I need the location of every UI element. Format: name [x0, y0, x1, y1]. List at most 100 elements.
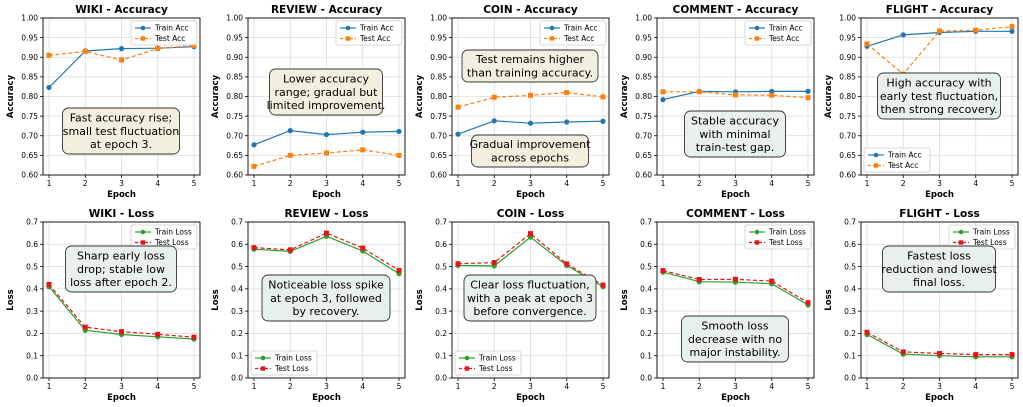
x-tick-label: 3: [528, 382, 533, 391]
data-point: [769, 278, 775, 284]
data-point: [455, 104, 461, 110]
panel-title: COIN - Accuracy: [483, 4, 578, 16]
y-tick-label: 0.60: [635, 171, 652, 180]
annotation-box: [261, 274, 391, 322]
data-point: [251, 245, 257, 251]
annotation-text: early test fluctuation,: [880, 90, 998, 103]
y-tick-label: 0.95: [21, 33, 38, 42]
annotation-text: reduction and lowest: [881, 263, 997, 276]
x-axis-label: Epoch: [516, 190, 545, 200]
data-point: [251, 163, 257, 169]
data-point: [528, 231, 533, 237]
x-tick-label: 5: [397, 382, 402, 391]
x-tick-label: 2: [288, 179, 293, 188]
y-tick-label: 0.2: [844, 329, 856, 338]
y-tick-label: 0.0: [640, 374, 652, 383]
x-tick-label: 4: [155, 179, 160, 188]
data-point: [696, 89, 702, 95]
x-tick-label: 3: [733, 382, 738, 391]
y-tick-label: 0.75: [21, 112, 38, 121]
data-point: [1009, 24, 1015, 30]
legend-marker: [140, 36, 146, 41]
plot-frame: [656, 221, 815, 379]
x-tick-label: 3: [324, 382, 329, 391]
plot-frame: [860, 221, 1019, 379]
legend-entry: Test Loss: [478, 364, 513, 373]
panel-title: REVIEW - Loss: [284, 208, 368, 220]
legend-marker: [345, 36, 351, 41]
y-tick-label: 0.2: [640, 329, 652, 338]
x-axis-label: Epoch: [312, 393, 341, 403]
data-point: [805, 88, 811, 94]
y-tick-label: 0.7: [640, 218, 652, 227]
x-axis-label: Epoch: [107, 393, 136, 403]
y-tick-label: 0.6: [435, 240, 447, 249]
panel-title: COMMENT - Accuracy: [673, 4, 799, 16]
x-tick-label: 2: [288, 382, 293, 391]
panel-title: REVIEW - Accuracy: [271, 4, 382, 16]
annotation-text: then strong recovery.: [880, 103, 997, 116]
annotation-text: Stable accuracy: [691, 115, 779, 128]
series-line-test-loss: [866, 331, 1012, 356]
legend-marker: [549, 36, 555, 41]
x-tick-label: 1: [252, 382, 257, 391]
x-tick-label: 3: [937, 382, 942, 391]
y-tick-label: 0.80: [21, 92, 38, 101]
x-tick-label: 2: [697, 382, 702, 391]
x-tick-label: 2: [83, 179, 88, 188]
y-tick-label: 1.00: [839, 14, 856, 23]
x-tick-label: 5: [397, 179, 402, 188]
x-tick-label: 4: [360, 179, 365, 188]
data-point: [396, 152, 402, 158]
x-tick-label: 2: [901, 382, 906, 391]
y-tick-label: 0.60: [839, 171, 856, 180]
annotation-box: [269, 68, 383, 116]
data-point: [455, 131, 461, 137]
panel-title: WIKI - Loss: [89, 208, 155, 220]
y-tick-label: 0.6: [231, 240, 243, 249]
data-point: [600, 118, 606, 124]
y-tick-label: 0.80: [430, 92, 447, 101]
y-tick-label: 0.70: [635, 131, 652, 140]
panel-title: FLIGHT - Accuracy: [886, 4, 994, 16]
data-point: [155, 46, 161, 52]
y-tick-label: 0.90: [21, 53, 38, 62]
annotation-text: loss after epoch 2.: [70, 276, 172, 289]
y-tick-label: 0.5: [435, 262, 447, 271]
legend-entry: Test Acc: [154, 34, 185, 43]
y-tick-label: 0.0: [26, 374, 38, 383]
legend-entry: Train Loss: [274, 354, 312, 363]
x-axis-label: Epoch: [107, 190, 136, 200]
data-point: [46, 281, 52, 287]
x-tick-label: 4: [973, 382, 978, 391]
panel-title: WIKI - Accuracy: [75, 4, 168, 16]
data-point: [324, 230, 329, 236]
x-tick-label: 1: [252, 179, 257, 188]
x-tick-label: 5: [806, 179, 811, 188]
y-tick-label: 0.85: [839, 73, 856, 82]
x-tick-label: 4: [769, 382, 774, 391]
y-tick-label: 0.0: [231, 374, 243, 383]
y-tick-label: 0.65: [21, 151, 38, 160]
panel-coin-acc: COIN - Accuracy 0.60 0.65 0.70 0.75 0.80 0.85 0…: [415, 4, 610, 200]
data-point: [82, 48, 88, 54]
x-tick-label: 3: [324, 179, 329, 188]
annotation-text: train-test gap.: [696, 141, 774, 154]
y-tick-label: 0.1: [640, 351, 652, 360]
y-tick-label: 0.3: [231, 307, 243, 316]
y-tick-label: 0.90: [430, 53, 447, 62]
legend-marker: [260, 355, 266, 361]
legend-entry: Test Loss: [768, 238, 803, 247]
y-tick-label: 0.95: [635, 33, 652, 42]
x-tick-label: 3: [119, 179, 124, 188]
y-axis-label: Accuracy: [620, 74, 630, 118]
plot-frame: [451, 221, 610, 379]
legend-marker: [549, 25, 555, 31]
